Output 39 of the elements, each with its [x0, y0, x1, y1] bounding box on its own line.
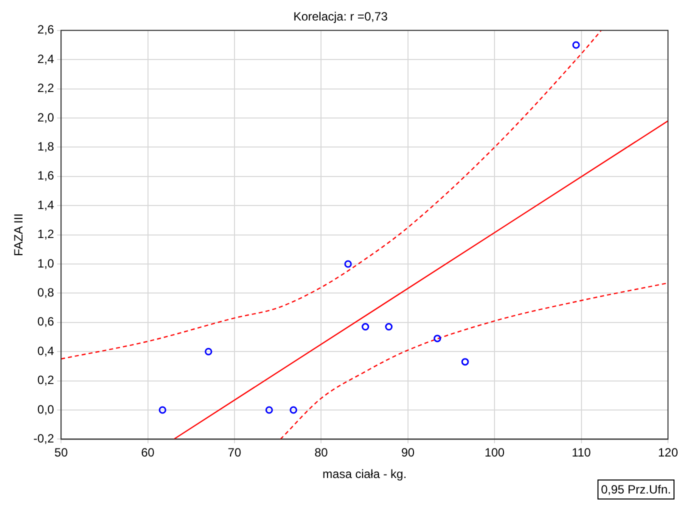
point: [362, 323, 370, 331]
x-axis-title: masa ciała - kg.: [322, 467, 407, 482]
y-axis-title: FAZA III: [12, 213, 26, 256]
x-tick-label: 110: [572, 446, 592, 460]
y-tick-label: 2,4: [37, 52, 54, 66]
y-tick-label: -0,2: [33, 432, 54, 446]
x-tick-label: 90: [401, 446, 415, 460]
line-series: [280, 282, 668, 440]
point: [572, 41, 580, 49]
point: [385, 323, 393, 331]
point: [290, 406, 298, 414]
x-tick-label: 80: [314, 446, 328, 460]
point: [265, 406, 273, 414]
y-tick-label: 1,8: [37, 140, 54, 154]
x-tick-label: 100: [484, 446, 505, 460]
y-tick-label: 0,6: [37, 314, 54, 329]
point: [158, 406, 166, 414]
y-tick-label: 0,8: [37, 286, 54, 300]
chart-title: Korelacja: r =0,73: [293, 10, 388, 24]
y-tick-label: 2,0: [37, 110, 54, 124]
y-tick-label: 0,2: [37, 373, 54, 388]
x-tick-label: 60: [141, 446, 155, 460]
point: [204, 348, 212, 356]
x-tick-label: 120: [658, 446, 678, 460]
y-tick-label: 1,6: [37, 168, 54, 183]
point: [434, 334, 442, 342]
y-tick-label: 1,4: [37, 198, 54, 212]
y-tick-label: 0,4: [37, 344, 54, 358]
point: [344, 260, 352, 268]
point: [461, 358, 469, 366]
text: 0,95 Prz.Ufn.: [600, 482, 671, 496]
y-tick-label: 2,6: [37, 22, 54, 37]
x-tick-label: 70: [228, 446, 242, 460]
line-series: [61, 30, 602, 360]
y-tick-label: 2,2: [37, 81, 54, 96]
y-tick-label: 1,2: [37, 227, 54, 242]
x-tick-label: 50: [54, 446, 68, 460]
y-tick-label: 1,0: [37, 256, 54, 270]
y-tick-label: 0,0: [37, 402, 54, 416]
